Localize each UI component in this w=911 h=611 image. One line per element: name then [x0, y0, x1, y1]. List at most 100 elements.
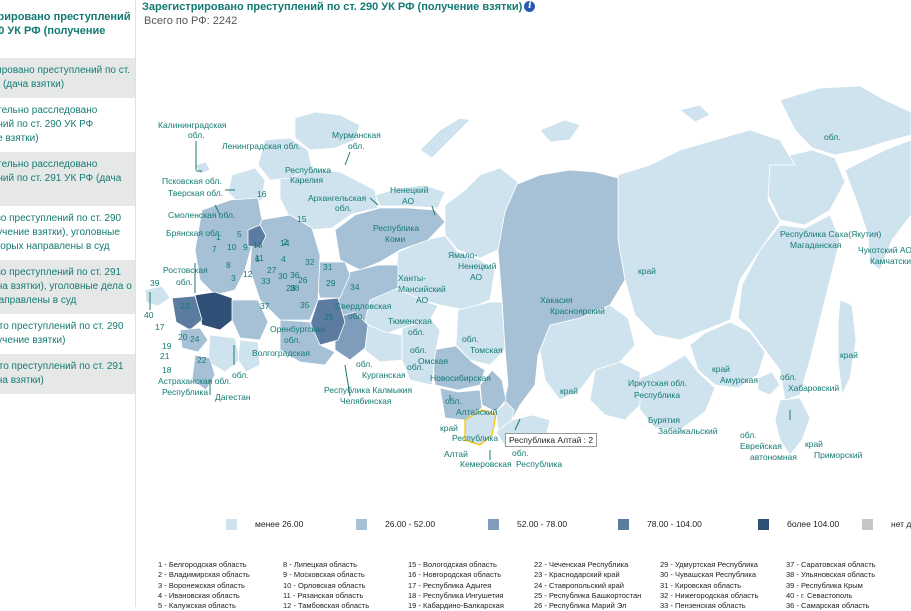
- region-novosibirsk[interactable]: [431, 345, 486, 391]
- region-novaya-zemlya[interactable]: [419, 117, 471, 159]
- region-label: Тюменская: [388, 316, 432, 326]
- region-jewish[interactable]: [757, 371, 781, 396]
- region-label: Тверская обл.: [168, 188, 223, 198]
- region-krasnodar[interactable]: [171, 295, 203, 331]
- region-yamal[interactable]: [444, 167, 519, 259]
- region-number-marker[interactable]: 13: [253, 240, 263, 250]
- region-number-marker[interactable]: 3: [231, 273, 236, 283]
- region-zabaykalsky[interactable]: [634, 354, 716, 431]
- region-stavropol[interactable]: [179, 327, 209, 353]
- label-leader-line: [344, 364, 351, 397]
- region-number-marker[interactable]: 33: [261, 276, 271, 286]
- key-entry: 1 - Белгородская область: [158, 560, 247, 569]
- region-altai-republic[interactable]: [464, 409, 497, 446]
- region-number-marker[interactable]: 5: [237, 229, 242, 239]
- region-number-marker[interactable]: 21: [160, 351, 170, 361]
- region-label: обл.: [335, 203, 352, 213]
- region-omsk[interactable]: [401, 317, 441, 386]
- region-volgograd[interactable]: [231, 299, 269, 341]
- region-number-marker[interactable]: 16: [257, 189, 267, 199]
- region-label: Республика: [516, 459, 562, 469]
- region-number-marker[interactable]: 36: [290, 270, 300, 280]
- sidebar-indicator-item[interactable]: ство преступлений по ст. 290 олучение взя…: [0, 206, 135, 260]
- info-icon[interactable]: i: [524, 1, 536, 12]
- key-entry: 29 - Удмуртская Республика: [660, 560, 758, 569]
- region-volga[interactable]: [249, 214, 321, 321]
- region-crimea[interactable]: [144, 285, 171, 307]
- region-number-marker[interactable]: 19: [162, 341, 172, 351]
- region-buryatia[interactable]: [589, 361, 641, 421]
- region-number-marker[interactable]: 37: [260, 301, 270, 311]
- region-tomsk[interactable]: [455, 301, 506, 366]
- key-entry: 33 - Пензенская область: [660, 601, 746, 611]
- region-number-marker[interactable]: 1: [216, 232, 221, 242]
- sidebar-indicator-item[interactable]: ство преступлений по ст. 291 дача взятки)…: [0, 260, 135, 314]
- region-label: Ростовская: [163, 265, 208, 275]
- region-sakha[interactable]: [617, 129, 796, 341]
- region-magadan[interactable]: [767, 149, 846, 226]
- region-khabarovsk[interactable]: [737, 214, 841, 401]
- region-nenets[interactable]: [374, 184, 446, 209]
- region-number-marker[interactable]: 24: [190, 334, 200, 344]
- region-arkhangelsk[interactable]: [279, 167, 379, 231]
- region-sakhalin[interactable]: [837, 299, 857, 396]
- region-orenburg[interactable]: [279, 319, 336, 366]
- region-central[interactable]: [194, 197, 263, 296]
- region-number-marker[interactable]: 39: [150, 278, 160, 288]
- legend-item: менее 26.00: [226, 519, 303, 531]
- region-leningrad[interactable]: [227, 167, 266, 206]
- region-number-marker[interactable]: 26: [298, 275, 308, 285]
- region-number-marker[interactable]: 8: [226, 260, 231, 270]
- region-kurgan[interactable]: [364, 324, 403, 363]
- region-number-marker[interactable]: 32: [305, 257, 315, 267]
- sidebar-indicator-item[interactable]: рительно расследовано лений по ст. 290 УК…: [0, 98, 135, 152]
- region-number-marker[interactable]: 15: [297, 214, 307, 224]
- region-number-marker[interactable]: 31: [323, 262, 333, 272]
- region-karelia[interactable]: [257, 137, 313, 181]
- region-number-marker[interactable]: 12: [243, 269, 253, 279]
- region-number-marker[interactable]: 4: [281, 254, 286, 264]
- region-number-marker[interactable]: 28: [286, 283, 296, 293]
- key-entry: 2 - Владимирская область: [158, 570, 250, 580]
- region-number-marker[interactable]: 17: [155, 322, 165, 332]
- label-leader-line: [214, 204, 221, 216]
- region-number-marker[interactable]: 11: [255, 253, 264, 263]
- region-novosibirsk-islands[interactable]: [679, 104, 711, 123]
- region-number-marker[interactable]: 38: [290, 283, 300, 293]
- sidebar-indicator-item[interactable]: трировано преступлений по ст. РФ (дача вз…: [0, 58, 135, 98]
- region-number-marker[interactable]: 10: [227, 242, 237, 252]
- sidebar-indicator-item[interactable]: рыто преступлений по ст. 290 олучение взя…: [0, 314, 135, 354]
- region-moscow[interactable]: [247, 224, 267, 249]
- region-number-marker[interactable]: 18: [162, 365, 172, 375]
- region-number-marker[interactable]: 6: [255, 254, 260, 264]
- region-number-marker[interactable]: 22: [197, 355, 207, 365]
- sidebar-active-indicator[interactable]: стрировано преступлений 290 УК РФ (получе…: [0, 0, 135, 58]
- region-number-marker[interactable]: 29: [326, 278, 336, 288]
- region-number-marker[interactable]: 9: [243, 242, 248, 252]
- region-number-marker[interactable]: 25: [324, 312, 334, 322]
- region-astrakhan[interactable]: [237, 339, 261, 373]
- region-number-marker[interactable]: 20: [178, 332, 188, 342]
- region-number-marker[interactable]: 14: [280, 238, 290, 248]
- region-arctic-islands[interactable]: [539, 119, 581, 143]
- region-number-marker[interactable]: 23: [180, 301, 190, 311]
- region-chukotka[interactable]: [779, 85, 911, 156]
- region-kaliningrad[interactable]: [194, 161, 211, 175]
- region-number-marker[interactable]: 34: [350, 282, 360, 292]
- region-number-marker[interactable]: 2: [283, 237, 288, 247]
- region-number-marker[interactable]: 7: [212, 244, 217, 254]
- region-komi[interactable]: [334, 207, 446, 271]
- region-label: Республика: [285, 165, 331, 175]
- sidebar-indicator-item[interactable]: рительно расследовано лений по ст. 291 УК…: [0, 152, 135, 206]
- region-number-marker[interactable]: 35: [300, 300, 310, 310]
- region-rostov[interactable]: [194, 291, 236, 331]
- region-number-marker[interactable]: 40: [144, 310, 154, 320]
- region-number-marker[interactable]: 30: [278, 271, 288, 281]
- sidebar-indicator-item[interactable]: рыто преступлений по ст. 291 дача взятки): [0, 354, 135, 394]
- region-number-marker[interactable]: 27: [267, 265, 277, 275]
- region-kamchatka[interactable]: [844, 139, 911, 271]
- region-primorsky[interactable]: [774, 397, 811, 456]
- region-murmansk[interactable]: [294, 111, 361, 151]
- key-entry: 5 - Калужская область: [158, 601, 236, 611]
- region-amur[interactable]: [689, 321, 766, 389]
